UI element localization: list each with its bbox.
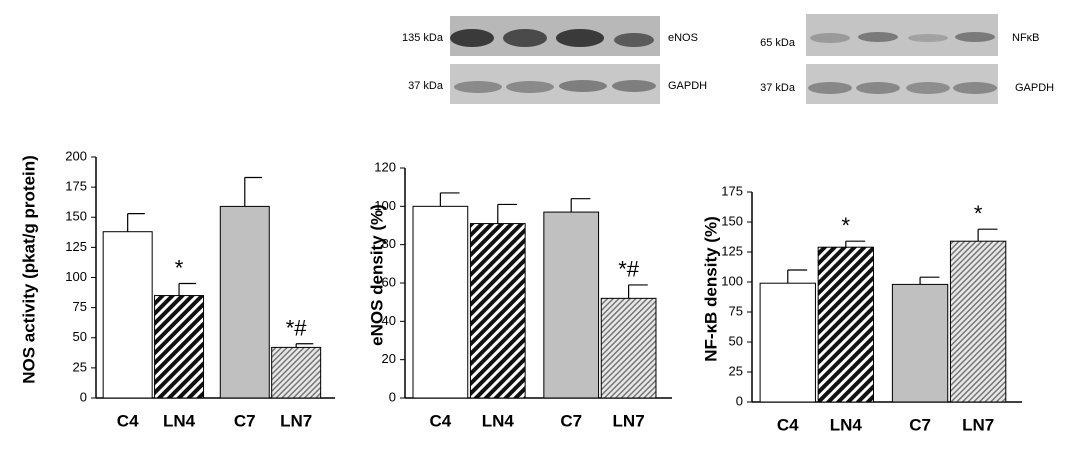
x-tick-label: LN4 <box>482 411 515 430</box>
y-tick-label: 75 <box>729 303 743 318</box>
x-tick-label: C4 <box>777 415 799 434</box>
y-axis-label: NOS activity (pkat/g protein) <box>19 155 38 384</box>
y-tick-label: 120 <box>374 159 396 174</box>
y-tick-label: 150 <box>65 209 87 224</box>
x-tick-label: LN4 <box>163 411 196 430</box>
y-tick-label: 125 <box>65 239 87 254</box>
x-tick-label: C7 <box>234 411 256 430</box>
blot-size: 65 kDa <box>760 37 796 49</box>
y-tick-label: 75 <box>73 299 87 314</box>
bar <box>600 297 657 399</box>
y-tick-label: 80 <box>382 236 396 251</box>
blot-size: 37 kDa <box>408 80 444 92</box>
y-axis-label: eNOS density (%) <box>367 204 386 346</box>
x-tick-label: LN7 <box>962 415 994 434</box>
blot-protein: eNOS <box>668 32 698 44</box>
bar <box>102 231 153 399</box>
y-tick-label: 0 <box>80 389 87 404</box>
blot-size: 135 kDa <box>402 32 444 44</box>
y-tick-label: 60 <box>382 274 396 289</box>
y-tick-label: 0 <box>389 389 396 404</box>
blot-images <box>450 14 998 104</box>
bar <box>759 282 816 403</box>
y-axis-label: NF-κB density (%) <box>701 216 720 361</box>
x-tick-label: LN4 <box>830 415 863 434</box>
significance-mark: * <box>175 255 184 280</box>
significance-mark: *# <box>618 257 640 282</box>
significance-mark: *# <box>286 316 308 341</box>
y-tick-label: 25 <box>73 359 87 374</box>
y-tick-label: 0 <box>736 393 743 408</box>
bar <box>949 240 1007 403</box>
y-tick-label: 175 <box>721 183 743 198</box>
bar <box>412 205 469 399</box>
y-tick-label: 100 <box>721 273 743 288</box>
y-tick-label: 200 <box>65 148 87 163</box>
y-tick-label: 125 <box>721 243 743 258</box>
y-tick-label: 40 <box>382 313 396 328</box>
blot-size: 37 kDa <box>760 82 796 94</box>
y-tick-label: 100 <box>374 198 396 213</box>
x-tick-label: C7 <box>560 411 582 430</box>
blot-protein: GAPDH <box>668 80 707 92</box>
x-tick-label: C4 <box>430 411 452 430</box>
bar <box>543 211 600 399</box>
y-tick-label: 50 <box>73 329 87 344</box>
y-tick-label: 25 <box>729 363 743 378</box>
significance-mark: * <box>974 201 983 226</box>
x-tick-label: LN7 <box>280 411 312 430</box>
x-tick-label: C4 <box>117 411 139 430</box>
x-tick-label: LN7 <box>613 411 645 430</box>
y-tick-label: 100 <box>65 269 87 284</box>
bar <box>469 223 526 399</box>
y-tick-label: 50 <box>729 333 743 348</box>
bar <box>271 346 322 399</box>
x-tick-label: C7 <box>909 415 931 434</box>
bar <box>891 283 949 403</box>
bar <box>817 246 875 403</box>
blot-protein: NFκB <box>1012 32 1040 44</box>
bar <box>154 295 205 399</box>
blot-protein: GAPDH <box>1015 82 1054 94</box>
y-tick-label: 150 <box>721 213 743 228</box>
bar <box>219 205 270 399</box>
y-tick-label: 175 <box>65 179 87 194</box>
y-tick-label: 20 <box>382 351 396 366</box>
significance-mark: * <box>842 213 851 238</box>
